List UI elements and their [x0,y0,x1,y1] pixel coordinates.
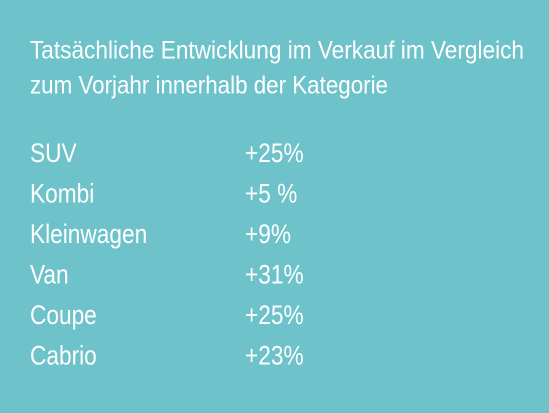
category-label: Van [30,260,69,290]
change-value: +25% [245,300,304,330]
change-value: +23% [245,341,304,371]
title-line: zum Vorjahr innerhalb der Kategorie [30,72,388,100]
table: SUV +25% Kombi +5 % Kleinwagen +9% Van +31% Coup… [30,138,304,371]
change-value: +25% [245,138,304,168]
change-value: +31% [245,260,304,290]
category-label: Kombi [30,179,94,209]
category-label: Kleinwagen [30,219,147,249]
change-value: +9% [245,219,291,249]
category-label: SUV [30,138,77,168]
title-block: Tatsächliche Entwicklung im Verkauf im V… [30,37,524,100]
change-value: +5 % [245,179,297,209]
category-label: Cabrio [30,341,97,371]
title-line: Tatsächliche Entwicklung im Verkauf im V… [30,37,524,65]
category-label: Coupe [30,300,97,330]
